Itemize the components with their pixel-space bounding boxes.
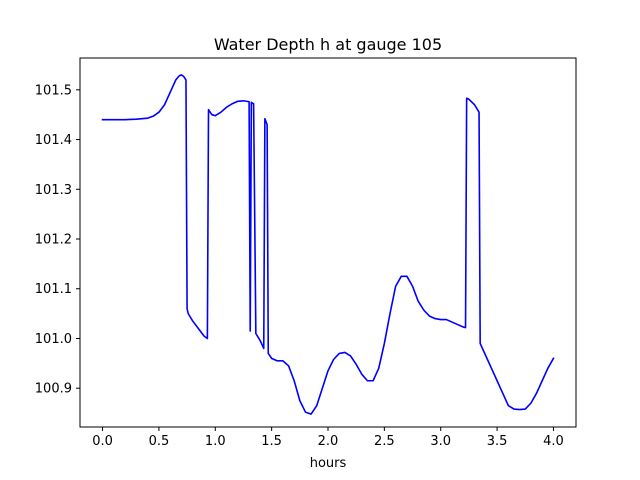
y-tick-label: 101.0 — [35, 332, 72, 347]
y-tick-label: 101.1 — [35, 282, 72, 297]
x-tick-label: 4.0 — [543, 434, 564, 449]
y-tick-label: 100.9 — [35, 382, 72, 397]
y-tick-label: 101.3 — [35, 183, 72, 198]
x-tick-label: 2.0 — [318, 434, 339, 449]
x-tick-label: 2.5 — [374, 434, 395, 449]
x-axis-ticks: 0.0 0.5 1.0 1.5 2.0 2.5 3.0 3.5 4.0 — [92, 427, 564, 449]
x-tick-label: 0.5 — [149, 434, 170, 449]
x-axis-label: hours — [310, 456, 347, 471]
x-tick-label: 1.5 — [261, 434, 282, 449]
y-tick-label: 101.4 — [35, 133, 72, 148]
y-axis-ticks: 100.9 101.0 101.1 101.2 101.3 101.4 101.5 — [35, 83, 80, 397]
x-tick-label: 3.0 — [430, 434, 451, 449]
y-tick-label: 101.2 — [35, 233, 72, 248]
x-tick-label: 0.0 — [92, 434, 113, 449]
x-tick-label: 3.5 — [487, 434, 508, 449]
x-tick-label: 1.0 — [205, 434, 226, 449]
y-tick-label: 101.5 — [35, 83, 72, 98]
series-line-0 — [101, 74, 555, 415]
chart-title: Water Depth h at gauge 105 — [214, 35, 442, 54]
